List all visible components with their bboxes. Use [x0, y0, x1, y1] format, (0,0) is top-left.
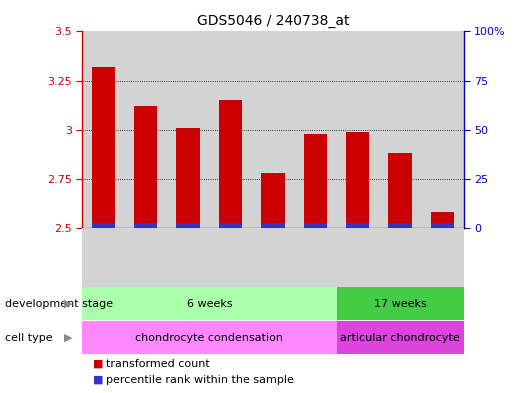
Bar — [388, 153, 412, 228]
Bar — [219, 100, 242, 228]
Bar — [252, 31, 294, 228]
Text: 6 weeks: 6 weeks — [187, 299, 232, 309]
Bar — [346, 223, 369, 228]
Bar — [337, 228, 379, 287]
Bar — [167, 228, 209, 287]
Text: ■: ■ — [93, 358, 103, 369]
Text: development stage: development stage — [5, 299, 113, 309]
Bar — [82, 31, 125, 228]
Bar — [209, 31, 252, 228]
Bar — [82, 228, 125, 287]
Bar — [252, 228, 294, 287]
Bar — [134, 106, 157, 228]
Bar — [304, 134, 327, 228]
Bar — [294, 31, 337, 228]
Bar — [176, 128, 200, 228]
Text: ■: ■ — [93, 375, 103, 385]
Bar — [346, 132, 369, 228]
Bar — [431, 212, 454, 228]
Bar — [261, 173, 285, 228]
Bar — [379, 228, 421, 287]
Text: 17 weeks: 17 weeks — [374, 299, 427, 309]
Bar — [304, 223, 327, 228]
Bar — [379, 31, 421, 228]
Bar — [82, 287, 337, 320]
Bar — [167, 31, 209, 228]
Bar — [294, 228, 337, 287]
Bar — [209, 228, 252, 287]
Text: articular chondrocyte: articular chondrocyte — [340, 333, 460, 343]
Text: percentile rank within the sample: percentile rank within the sample — [106, 375, 294, 385]
Bar — [176, 223, 200, 228]
Text: chondrocyte condensation: chondrocyte condensation — [135, 333, 284, 343]
Bar — [82, 321, 337, 354]
Bar — [421, 228, 464, 287]
Bar — [388, 223, 412, 228]
Text: cell type: cell type — [5, 333, 53, 343]
Bar — [261, 223, 285, 228]
Bar — [337, 321, 464, 354]
Bar — [219, 223, 242, 228]
Bar — [125, 31, 167, 228]
Bar — [421, 31, 464, 228]
Text: ▶: ▶ — [64, 333, 72, 343]
Bar — [125, 228, 167, 287]
Title: GDS5046 / 240738_at: GDS5046 / 240738_at — [197, 14, 349, 28]
Text: transformed count: transformed count — [106, 358, 210, 369]
Text: ▶: ▶ — [64, 299, 72, 309]
Bar — [134, 223, 157, 228]
Bar — [337, 287, 464, 320]
Bar — [92, 67, 115, 228]
Bar — [431, 223, 454, 228]
Bar — [337, 31, 379, 228]
Bar — [92, 223, 115, 228]
